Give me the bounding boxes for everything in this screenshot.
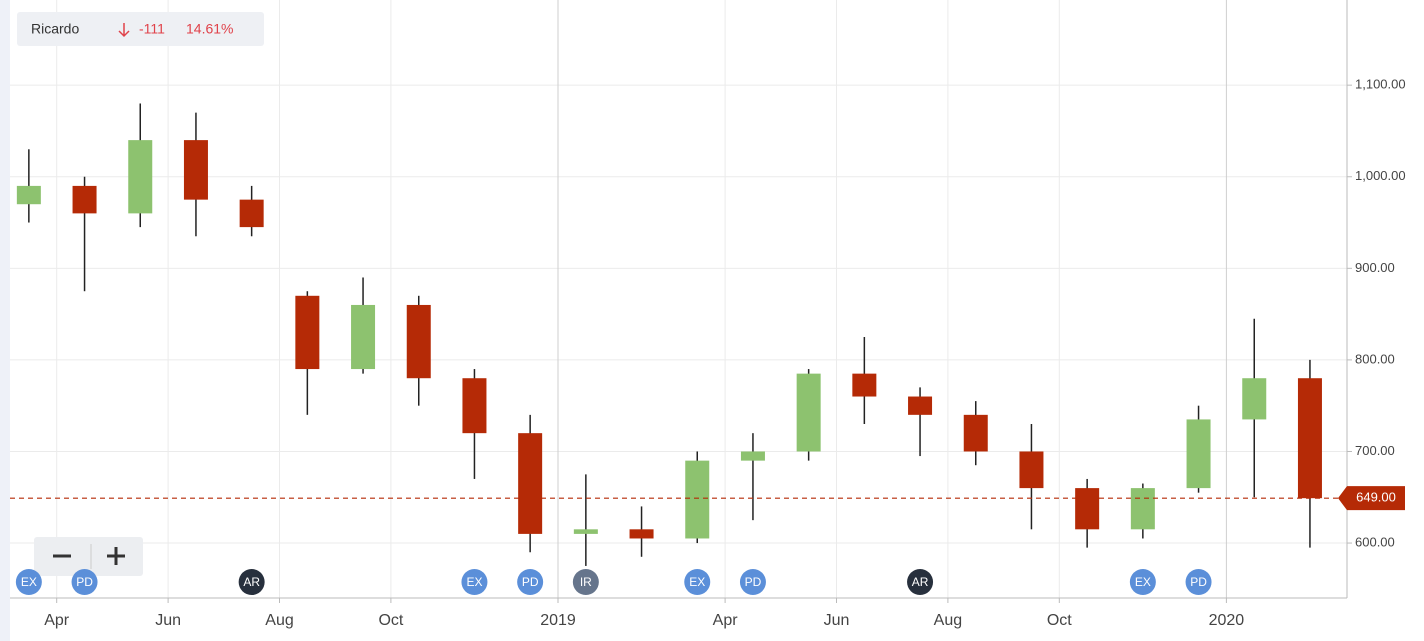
down-arrow: [118, 23, 130, 38]
event-label: EX: [21, 575, 37, 589]
event-label: PD: [1190, 575, 1207, 589]
y-tick-label: 700.00: [1355, 443, 1395, 458]
candle-body: [963, 414, 988, 452]
x-tick-label: Oct: [1047, 612, 1072, 629]
event-marker: [572, 569, 599, 595]
x-tick-label: Jun: [155, 612, 181, 629]
candle-body: [796, 373, 821, 452]
y-tick-label: 800.00: [1355, 351, 1395, 366]
y-tick-label: 600.00: [1355, 534, 1395, 549]
candle-body: [128, 140, 153, 214]
legend-change-pct: 14.61%: [186, 21, 233, 37]
event-marker: [15, 569, 42, 595]
x-tick-label: Jun: [824, 612, 850, 629]
candle-body: [852, 373, 877, 397]
candle-body: [239, 199, 264, 228]
event-label: IR: [580, 575, 592, 589]
event-label: PD: [745, 575, 762, 589]
y-tick-label: 900.00: [1355, 260, 1395, 275]
x-tick-label: 2019: [540, 612, 576, 629]
candle-body: [1297, 378, 1322, 499]
candle-body: [406, 304, 431, 379]
last-price-tag: [1338, 486, 1405, 511]
event-label: AR: [912, 575, 929, 589]
event-label: EX: [689, 575, 705, 589]
legend-box: [17, 12, 264, 46]
event-marker: [238, 569, 265, 595]
event-marker: [739, 569, 766, 595]
zoom-in[interactable]: [107, 547, 125, 565]
event-label: PD: [522, 575, 539, 589]
candle-body: [1242, 378, 1267, 420]
x-tick-label: Apr: [44, 612, 70, 629]
event-marker: [517, 569, 544, 595]
candle-body: [908, 396, 933, 415]
event-label: AR: [243, 575, 260, 589]
candle-body: [295, 295, 320, 370]
event-marker: [1129, 569, 1156, 595]
x-tick-label: Aug: [265, 612, 293, 629]
candle-body: [462, 378, 487, 434]
y-tick-label: 1,100.00: [1355, 77, 1406, 92]
candle-body: [685, 460, 710, 539]
marks: [16, 103, 1322, 566]
x-tick-label: Oct: [378, 612, 403, 629]
candle-body: [183, 140, 208, 200]
last-price-label: 649.00: [1356, 490, 1396, 505]
candle-body: [629, 529, 654, 539]
x-tick-label: 2020: [1209, 612, 1245, 629]
candle-body: [1130, 488, 1155, 530]
x-tick-label: Aug: [934, 612, 962, 629]
legend-change: -111: [139, 21, 165, 37]
event-marker: [684, 569, 711, 595]
event-label: PD: [76, 575, 93, 589]
candle-body: [1075, 488, 1100, 530]
event-marker: [71, 569, 98, 595]
event-marker: [1185, 569, 1212, 595]
candle-body: [1019, 451, 1044, 489]
event-label: EX: [466, 575, 482, 589]
x-tick-label: Apr: [713, 612, 739, 629]
left-strip: [0, 0, 10, 641]
event-label: EX: [1135, 575, 1151, 589]
zoom-box: [34, 537, 143, 576]
candle-body: [518, 433, 543, 534]
candle-body: [573, 529, 598, 534]
event-marker: [907, 569, 934, 595]
candle-body: [740, 451, 765, 461]
candle-body: [72, 185, 97, 214]
candle-body: [16, 185, 41, 205]
legend-name: Ricardo: [31, 21, 79, 37]
event-marker: [461, 569, 488, 595]
candle-body: [351, 304, 376, 370]
candle-body: [1186, 419, 1211, 489]
legend: Ricardo -111 14.61%: [17, 12, 264, 46]
y-tick-label: 1,000.00: [1355, 168, 1406, 183]
zoom-controls: [34, 537, 143, 576]
